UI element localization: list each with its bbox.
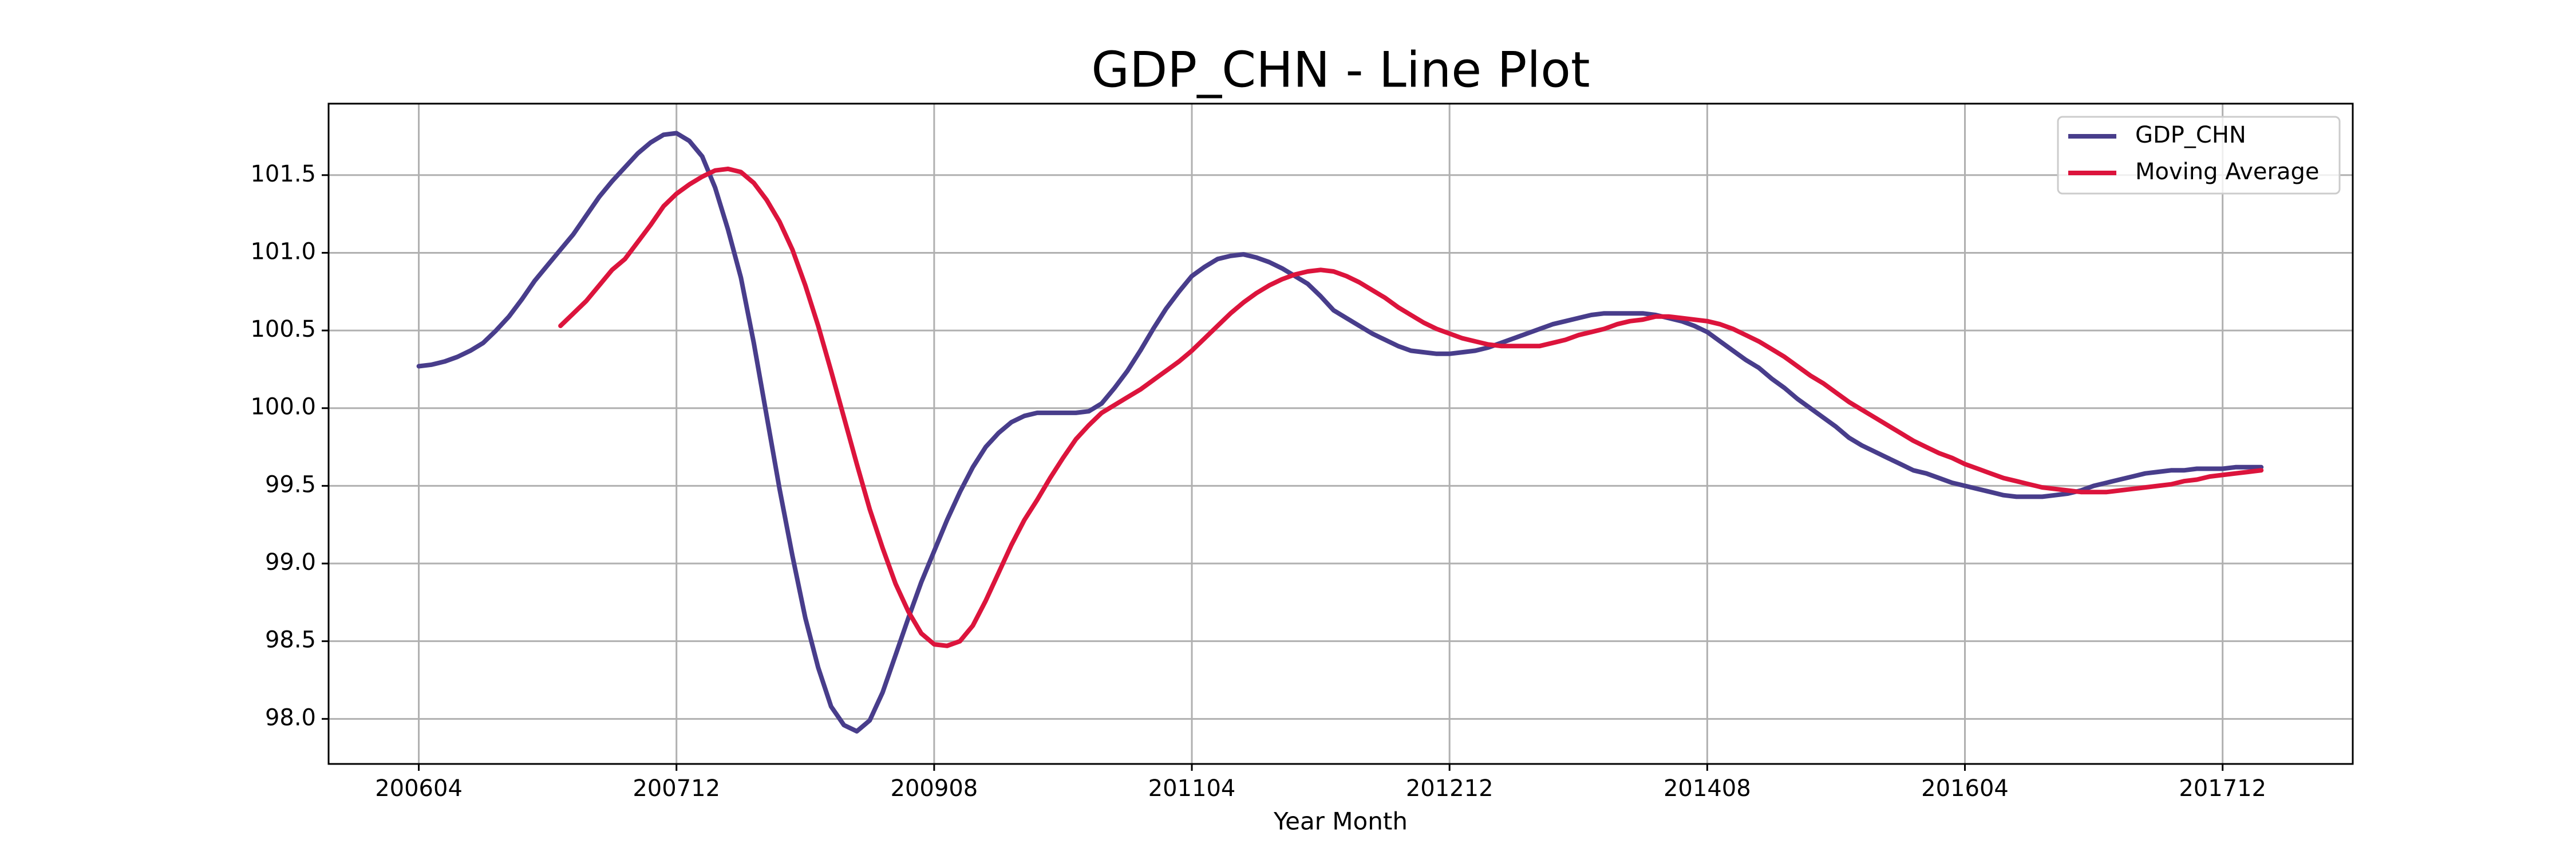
legend-label: GDP_CHN <box>2135 122 2246 148</box>
legend-label: Moving Average <box>2135 159 2319 185</box>
series-line <box>416 131 2264 734</box>
y-tick-label: 101.5 <box>250 161 316 187</box>
grid <box>329 104 2353 764</box>
ticks: 98.0 98.5 99.0 99.5 100.0 100.5 101.0 101.5 2006… <box>250 161 2266 802</box>
series-line <box>558 166 2264 648</box>
y-tick-label: 99.0 <box>265 549 316 576</box>
legend-box <box>2057 116 2341 195</box>
y-tick-label: 98.0 <box>265 704 316 731</box>
x-axis-label: Year Month <box>1273 807 1408 836</box>
x-tick-label: 201712 <box>2179 775 2266 802</box>
plot-lines <box>416 131 2264 734</box>
legend: GDP_CHN Moving Average <box>2057 116 2341 195</box>
chart-title: GDP_CHN - Line Plot <box>1091 41 1590 98</box>
x-tick-label: 201212 <box>1406 775 1494 802</box>
y-tick-label: 99.5 <box>265 471 316 498</box>
x-tick-label: 200712 <box>633 775 720 802</box>
x-tick-label: 200908 <box>891 775 978 802</box>
y-tick-label: 98.5 <box>265 627 316 653</box>
axes-frame <box>327 103 2354 765</box>
x-tick-label: 201604 <box>1921 775 2009 802</box>
y-tick-label: 100.5 <box>250 316 316 342</box>
x-tick-label: 201408 <box>1664 775 1751 802</box>
x-tick-label: 201104 <box>1148 775 1236 802</box>
y-tick-label: 101.0 <box>250 238 316 265</box>
y-tick-label: 100.0 <box>250 394 316 420</box>
x-tick-label: 200604 <box>375 775 463 802</box>
